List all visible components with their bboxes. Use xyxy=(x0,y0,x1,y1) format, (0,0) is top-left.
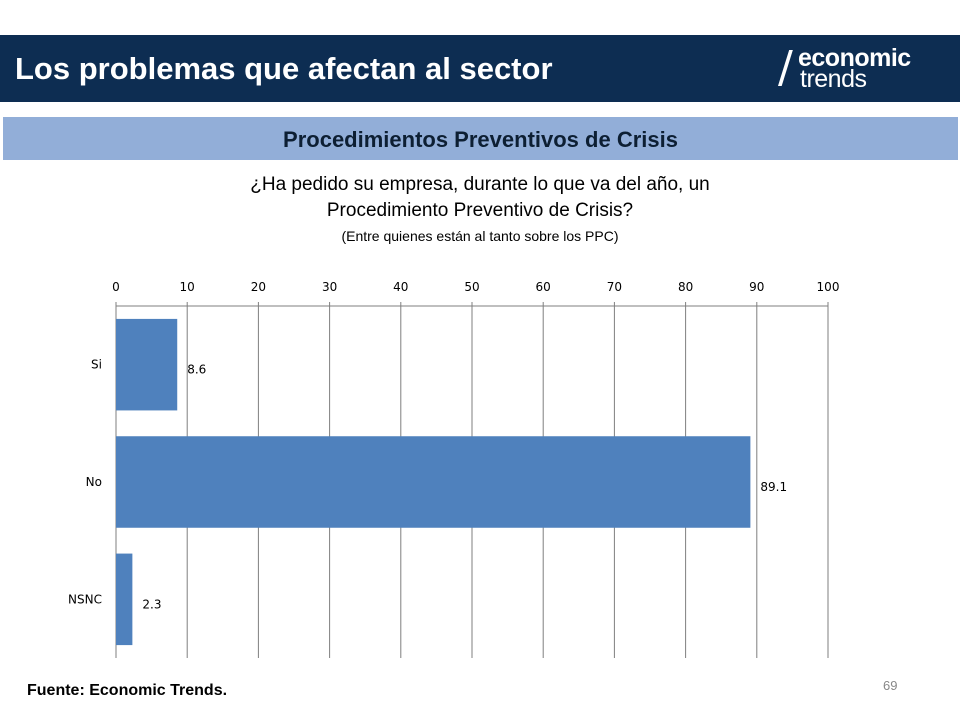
y-category-label: No xyxy=(86,475,102,489)
header-bar xyxy=(0,35,960,102)
logo-word-economic: economic xyxy=(798,44,911,72)
section-subtitle: Procedimientos Preventivos de Crisis xyxy=(283,127,678,152)
x-tick-label: 10 xyxy=(180,280,195,294)
page-number: 69 xyxy=(883,678,898,693)
data-label: 89.1 xyxy=(760,480,787,494)
x-tick-label: 20 xyxy=(251,280,266,294)
source-note: Fuente: Economic Trends. xyxy=(27,682,228,699)
bar xyxy=(116,318,178,411)
x-tick-label: 70 xyxy=(607,280,622,294)
question-line-1: ¿Ha pedido su empresa, durante lo que va… xyxy=(250,174,710,195)
x-tick-label: 0 xyxy=(112,280,120,294)
y-category-label: Si xyxy=(91,358,102,372)
logo-slash-icon: / xyxy=(778,42,793,93)
x-tick-label: 40 xyxy=(393,280,408,294)
x-tick-label: 60 xyxy=(536,280,551,294)
y-category-label: NSNC xyxy=(68,592,102,606)
bar xyxy=(116,553,133,646)
economic-trends-logo: / economic trends xyxy=(778,44,948,94)
page-title: Los problemas que afectan al sector xyxy=(15,51,553,86)
bar xyxy=(116,436,751,528)
data-label: 8.6 xyxy=(187,363,206,377)
logo-word-trends: trends xyxy=(800,65,867,93)
x-tick-label: 80 xyxy=(678,280,693,294)
x-tick-label: 90 xyxy=(749,280,764,294)
subtitle-bar xyxy=(3,117,958,160)
data-label: 2.3 xyxy=(142,597,161,611)
question-line-3: (Entre quienes están al tanto sobre los … xyxy=(341,228,619,244)
x-tick-label: 50 xyxy=(464,280,479,294)
x-tick-label: 30 xyxy=(322,280,337,294)
question-line-2: Procedimiento Preventivo de Crisis? xyxy=(326,200,634,221)
x-tick-label: 100 xyxy=(817,280,840,294)
